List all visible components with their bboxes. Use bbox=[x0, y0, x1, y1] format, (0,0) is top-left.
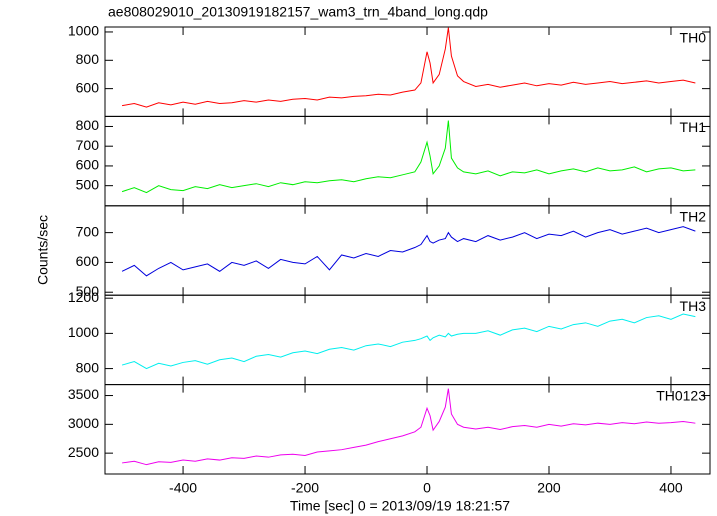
data-line bbox=[121, 120, 696, 194]
y-tick-label: 600 bbox=[76, 79, 100, 95]
y-tick-label: 600 bbox=[76, 157, 100, 173]
data-line bbox=[121, 313, 696, 370]
series-label: TH3 bbox=[680, 298, 707, 314]
y-tick-label: 700 bbox=[76, 223, 100, 239]
x-tick-label: -400 bbox=[169, 480, 197, 496]
x-tick-label: 400 bbox=[659, 480, 683, 496]
y-tick-label: 500 bbox=[76, 176, 100, 192]
y-tick-label: 700 bbox=[76, 137, 100, 153]
series-label: TH2 bbox=[680, 209, 707, 225]
y-tick-label: 800 bbox=[76, 51, 100, 67]
y-tick-label: 2500 bbox=[68, 444, 99, 460]
data-line bbox=[122, 388, 696, 466]
y-tick-label: 800 bbox=[76, 359, 100, 375]
data-line bbox=[121, 27, 696, 108]
x-tick-label: 200 bbox=[537, 480, 561, 496]
x-axis-label: Time [sec] 0 = 2013/09/19 18:21:57 bbox=[290, 498, 510, 514]
y-tick-label: 3500 bbox=[68, 386, 99, 402]
panel-frame bbox=[104, 384, 711, 475]
series-label: TH0123 bbox=[656, 387, 706, 403]
y-tick-label: 1200 bbox=[68, 289, 99, 305]
y-tick-label: 1000 bbox=[68, 324, 99, 340]
panel-frame bbox=[104, 26, 711, 117]
panel-frame bbox=[104, 294, 711, 386]
y-axis-label: Counts/sec bbox=[35, 215, 51, 285]
x-tick-label: 0 bbox=[423, 480, 431, 496]
y-tick-label: 500 bbox=[76, 283, 100, 299]
data-line bbox=[121, 226, 696, 277]
y-tick-label: 3000 bbox=[68, 415, 99, 431]
x-tick-label: -200 bbox=[291, 480, 319, 496]
series-label: TH0 bbox=[680, 30, 707, 46]
series-label: TH1 bbox=[680, 119, 707, 135]
y-tick-label: 600 bbox=[76, 253, 100, 269]
y-tick-label: 1000 bbox=[68, 23, 99, 39]
y-tick-label: 800 bbox=[76, 117, 100, 133]
panel-frame bbox=[104, 115, 711, 207]
chart-title: ae808029010_20130919182157_wam3_trn_4ban… bbox=[108, 4, 488, 20]
